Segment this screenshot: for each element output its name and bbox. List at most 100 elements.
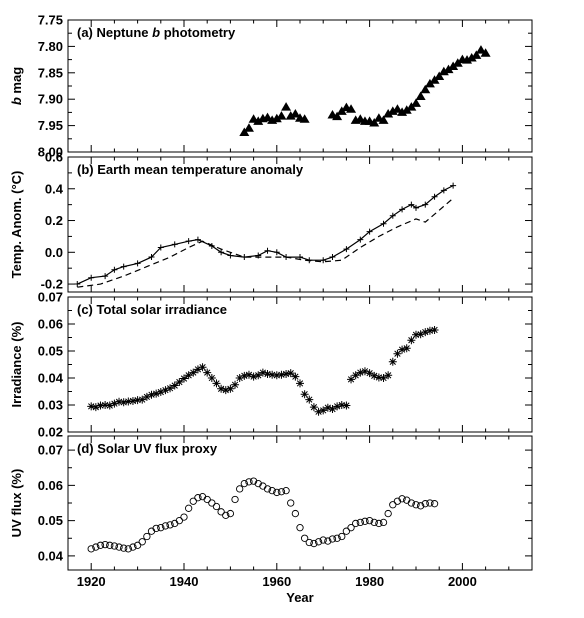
data-point-plus [194,236,201,243]
data-point-asterisk [193,365,202,374]
data-point-plus [380,220,387,227]
data-point-asterisk [235,374,244,382]
data-point-asterisk [296,379,304,388]
data-point-plus [431,193,438,200]
data-point-triangle [480,48,491,57]
data-point-asterisk [244,370,253,379]
data-point-triangle [401,105,412,114]
data-point-plus [218,249,225,256]
data-point-triangle [271,113,282,123]
data-point-circle [310,539,318,548]
data-point-circle [236,485,244,493]
data-point-circle [198,493,207,501]
data-point-asterisk [91,403,100,412]
data-point-asterisk [226,384,235,393]
data-point-asterisk [393,349,402,358]
data-point-plus [366,228,373,235]
data-point-circle [412,501,420,509]
data-point-circle [87,545,95,553]
data-point-plus [208,242,215,249]
data-point-circle [92,543,100,551]
data-point-plus [264,247,271,254]
data-point-circle [120,544,128,552]
data-point-plus [102,273,109,280]
panel-1: 7.75 7.80 7.85 7.90 7.95 8.00 (a) Neptune b ph… [9,13,533,160]
data-point-plus [157,244,164,251]
data-point-asterisk [379,374,388,382]
y-axis-title: UV flux (%) [9,469,24,538]
panel-title: (d) Solar UV flux proxy [77,441,218,456]
x-tick-label: 1920 [77,574,106,589]
y-tick-label: 0.05 [38,513,63,528]
data-point-plus [329,254,336,261]
x-tick-label: 1980 [355,574,384,589]
data-point-circle [124,545,132,553]
y-tick-label: 0.04 [38,548,64,563]
data-point-circle [365,516,374,525]
data-point-asterisk [258,368,267,377]
data-point-asterisk [407,336,416,345]
x-axis-title: Year [286,590,313,605]
data-point-asterisk [115,397,124,406]
y-tick-label: 0.03 [38,398,63,413]
data-point-circle [110,542,119,550]
data-point-triangle [253,116,264,125]
panel-4: 0.04 0.05 0.06 0.07 (d) Solar UV flux proxy U… [9,435,533,571]
data-point-plus [120,263,127,270]
data-point-asterisk [323,403,332,412]
data-point-circle [421,500,429,508]
panel-3: 0.02 0.03 0.04 0.05 0.06 0.07 (c) Total solar … [9,290,533,440]
data-point-asterisk [184,371,193,380]
data-point-asterisk [156,388,165,397]
data-point-circle [314,538,323,546]
data-point-triangle [290,108,301,118]
data-point-circle [384,509,392,518]
data-point-plus [440,187,447,194]
data-point-triangle [475,45,486,54]
data-point-circle [212,502,221,511]
data-point-plus [227,252,234,259]
data-point-asterisk [416,330,425,339]
data-point-circle [342,527,351,535]
data-point-circle [324,537,332,545]
x-tick-label: 2000 [448,574,477,589]
data-point-asterisk [189,368,198,377]
data-point-circle [361,517,369,525]
data-point-plus [111,266,118,273]
panel-frame [67,296,533,433]
data-point-asterisk [175,378,184,387]
x-tick-label: 1960 [262,574,291,589]
y-tick-label: 7.90 [38,92,63,107]
y-tick-label: 0.07 [38,443,63,458]
data-point-circle [296,524,304,532]
series-solid-line [77,185,454,285]
data-point-asterisk [203,368,212,377]
data-point-circle [115,543,123,551]
data-point-circle [203,495,211,504]
data-point-circle [245,478,253,486]
y-axis-title: b mag [9,67,24,105]
data-point-plus [422,201,429,208]
data-point-triangle [415,91,426,101]
data-point-circle [147,527,156,535]
data-point-plus [185,238,192,245]
data-point-asterisk [166,384,175,393]
data-point-circle [129,543,137,551]
panel-frame [67,435,533,571]
data-point-circle [338,532,346,541]
data-point-asterisk [282,369,291,378]
data-point-asterisk [240,371,249,380]
data-point-triangle [299,114,310,123]
data-point-asterisk [170,381,179,390]
data-point-asterisk [402,344,411,353]
data-point-plus [413,204,419,211]
data-point-circle [347,524,355,532]
data-point-circle [138,538,146,546]
data-point-circle [133,541,142,549]
data-point-asterisk [425,326,434,335]
data-point-asterisk [291,372,300,381]
data-point-plus [74,281,81,288]
data-point-circle [175,516,184,525]
data-point-asterisk [87,402,96,411]
